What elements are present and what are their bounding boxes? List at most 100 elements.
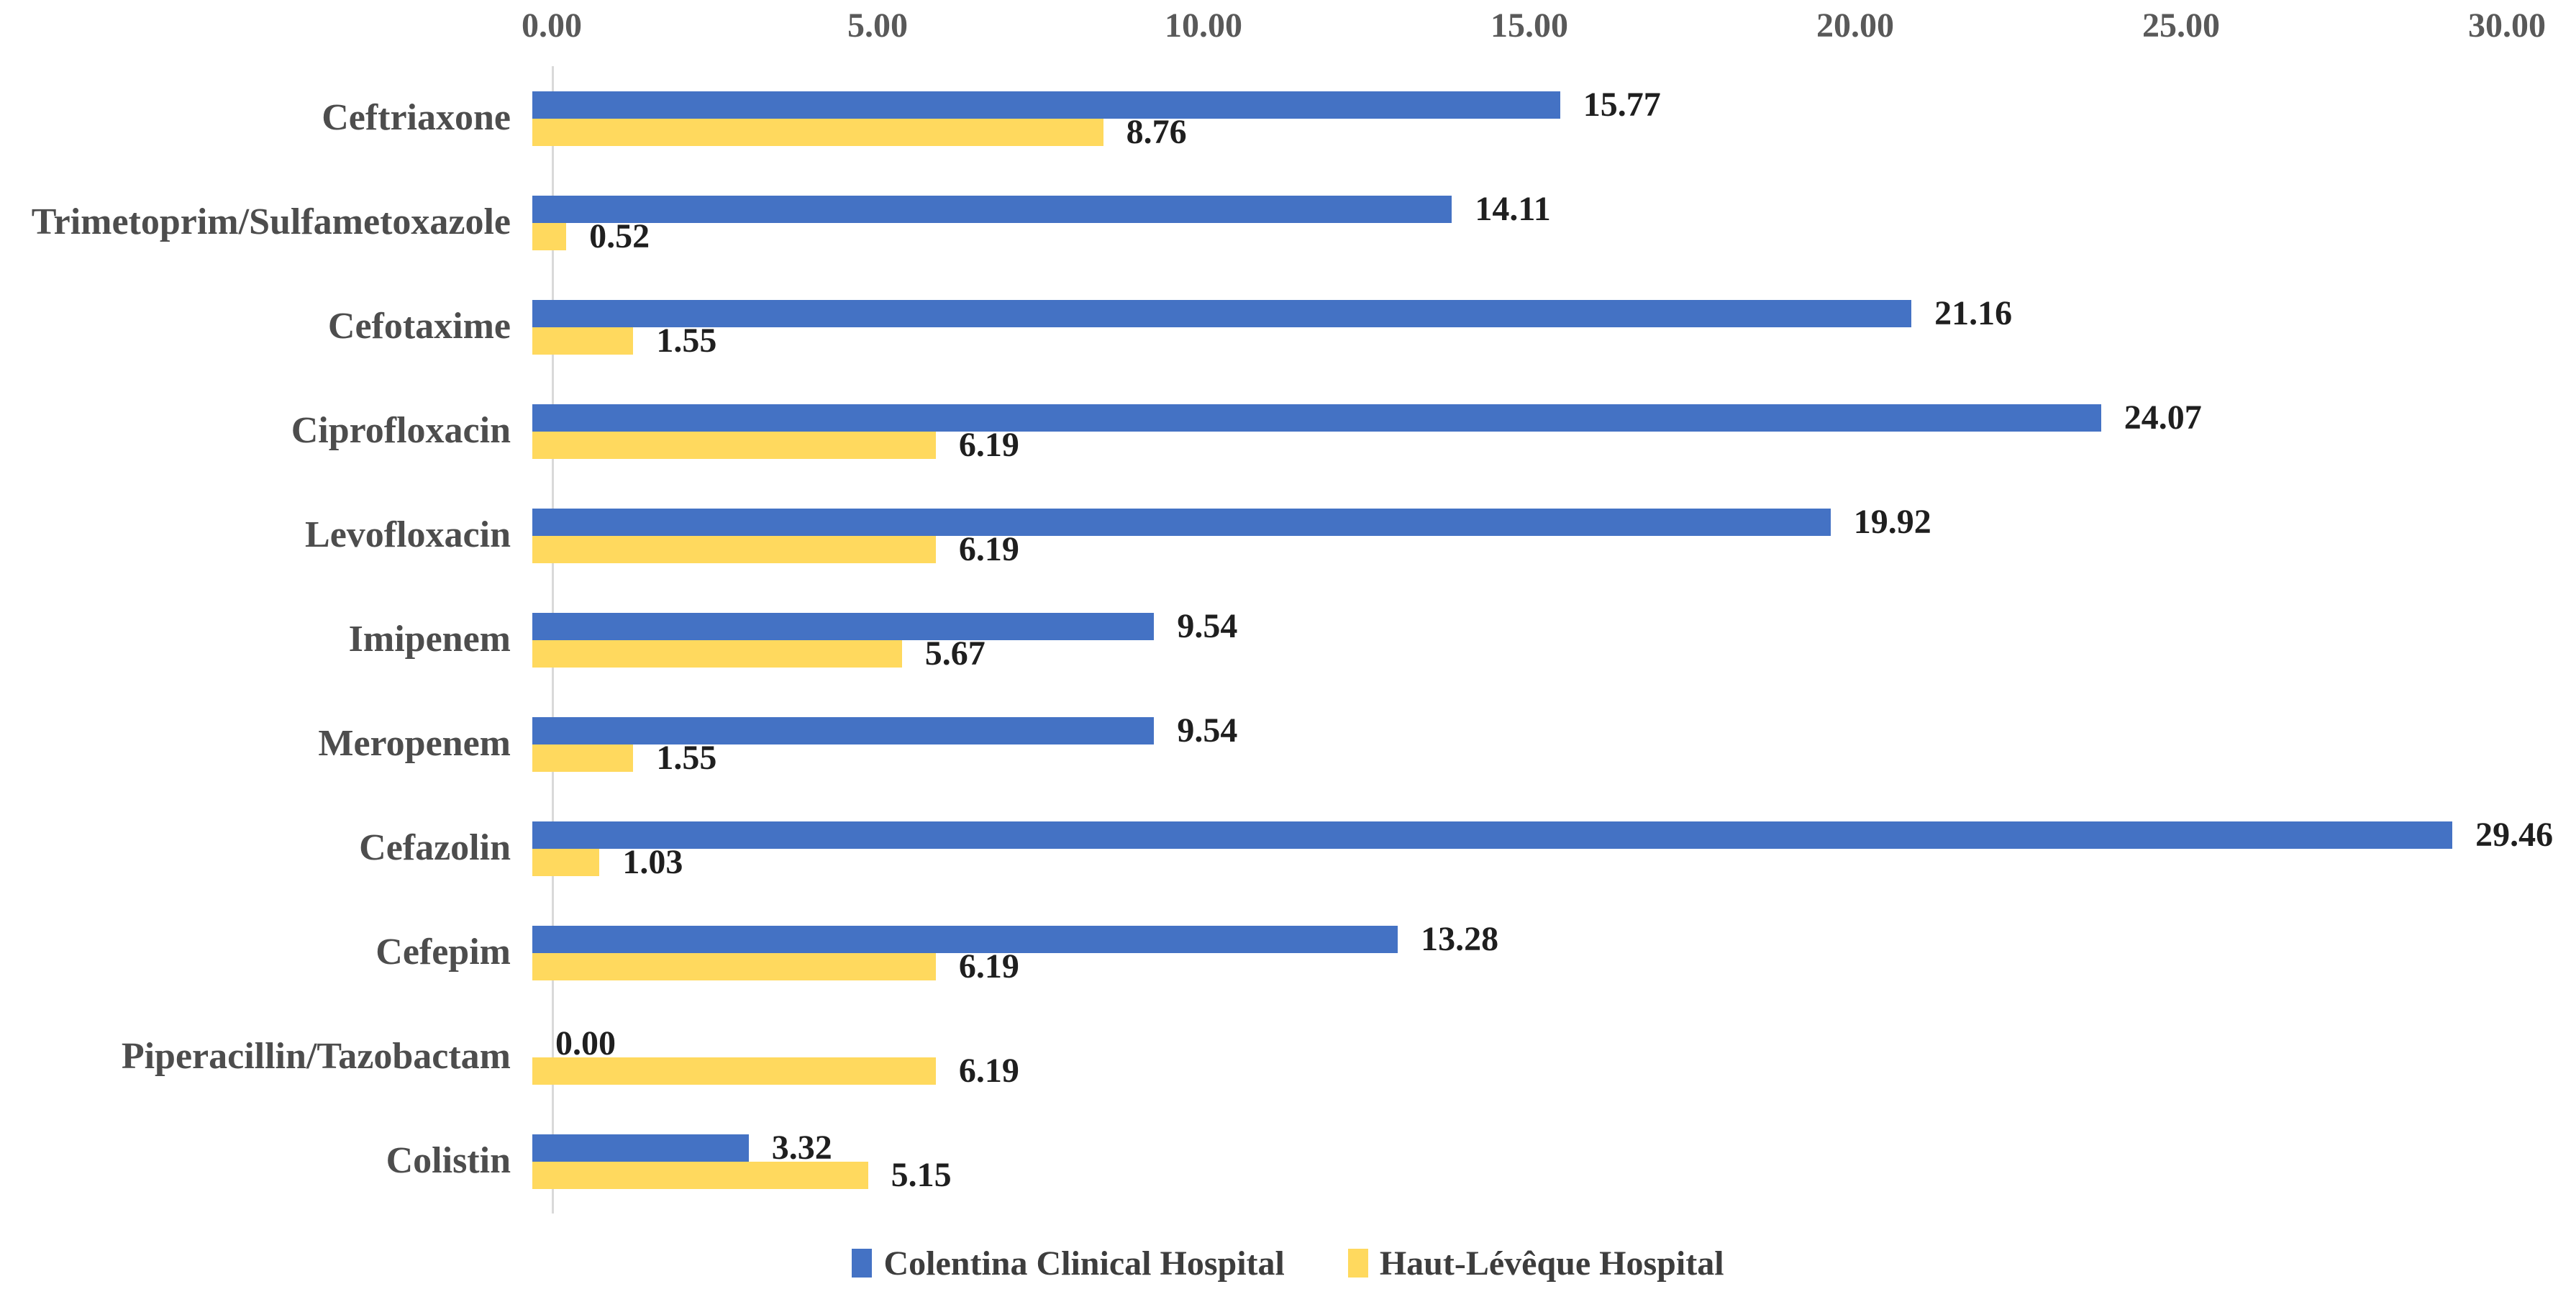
bar-line: 21.16 — [532, 296, 2488, 330]
bar-line: 6.19 — [532, 427, 2488, 462]
bar-colentina-clinical-hospital — [532, 91, 1560, 119]
bar-colentina-clinical-hospital — [532, 925, 1398, 953]
bar-rows: Ceftriaxone 15.77 8.76 Trimetoprim/Sulfamet… — [0, 66, 2576, 1213]
category-bars: 9.54 5.67 — [532, 609, 2488, 673]
bar-line: 15.77 — [532, 85, 2488, 124]
bar-line: 9.54 — [532, 609, 2488, 643]
category-row: Trimetoprim/Sulfametoxazole 14.11 0.52 — [0, 170, 2576, 275]
x-axis-tick-label: 0.00 — [522, 6, 582, 45]
value-label: 8.76 — [1126, 112, 1187, 151]
value-label: 1.55 — [656, 738, 717, 777]
value-label: 5.15 — [891, 1155, 952, 1194]
value-label: 0.00 — [555, 1024, 616, 1062]
bar-line: 9.54 — [532, 713, 2488, 747]
bar-line: 3.32 — [532, 1128, 2488, 1167]
category-row: Cefotaxime 21.16 1.55 — [0, 275, 2576, 379]
category-bars: 21.16 1.55 — [532, 296, 2488, 360]
category-bars: 3.32 5.15 — [532, 1128, 2488, 1192]
value-label: 21.16 — [1934, 293, 2013, 332]
value-label: 9.54 — [1177, 711, 1238, 750]
category-bars: 29.46 1.03 — [532, 817, 2553, 879]
x-axis-tick-label: 15.00 — [1490, 6, 1568, 45]
value-label: 6.19 — [958, 425, 1019, 464]
category-label: Colistin — [386, 1140, 511, 1182]
bar-line: 6.19 — [532, 1051, 2488, 1090]
x-axis-tick-label: 30.00 — [2468, 6, 2546, 45]
bar-line: 0.52 — [532, 219, 2488, 253]
category-label: Ciprofloxacin — [291, 410, 511, 452]
x-axis-tick-label: 25.00 — [2142, 6, 2220, 45]
category-row: Piperacillin/Tazobactam 0.00 6.19 — [0, 1005, 2576, 1109]
category-row: Colistin 3.32 5.15 — [0, 1109, 2576, 1213]
bar-line: 1.03 — [532, 844, 2488, 879]
category-row: Ceftriaxone 15.77 8.76 — [0, 66, 2576, 170]
category-row: Ciprofloxacin 24.07 6.19 — [0, 379, 2576, 483]
category-label: Cefotaxime — [327, 306, 511, 347]
category-row: Cefazolin 29.46 1.03 — [0, 796, 2576, 901]
category-row: Cefepim 13.28 6.19 — [0, 901, 2576, 1005]
value-label: 15.77 — [1583, 85, 1661, 124]
x-axis-tick-label: 5.00 — [847, 6, 908, 45]
bar-line: 29.46 — [532, 817, 2553, 852]
legend-label-haut-leveque: Haut-Lévêque Hospital — [1379, 1244, 1724, 1283]
value-label: 1.55 — [656, 321, 717, 360]
value-label: 6.19 — [958, 947, 1019, 985]
bar-colentina-clinical-hospital — [532, 299, 1912, 327]
bar-colentina-clinical-hospital — [532, 508, 1831, 536]
category-label: Trimetoprim/Sulfametoxazole — [31, 201, 511, 243]
category-bars: 13.28 6.19 — [532, 921, 2488, 983]
bar-line: 6.19 — [532, 949, 2488, 983]
value-label: 14.11 — [1475, 189, 1551, 228]
category-bars: 15.77 8.76 — [532, 85, 2488, 149]
bar-line: 24.07 — [532, 400, 2488, 434]
category-label: Imipenem — [348, 619, 511, 660]
bar-line: 1.55 — [532, 321, 2488, 360]
bar-line: 14.11 — [532, 191, 2488, 226]
bar-haut-l-v-que-hospital — [532, 327, 634, 355]
category-row: Levofloxacin 19.92 6.19 — [0, 483, 2576, 588]
legend-swatch-colentina — [852, 1249, 873, 1278]
category-label: Cefazolin — [359, 827, 511, 869]
bar-line: 1.55 — [532, 738, 2488, 777]
plot-area: Ceftriaxone 15.77 8.76 Trimetoprim/Sulfamet… — [0, 66, 2576, 1213]
value-label: 5.67 — [924, 634, 986, 673]
bar-haut-l-v-que-hospital — [532, 1057, 936, 1085]
category-label: Piperacillin/Tazobactam — [121, 1036, 511, 1078]
category-label: Cefepim — [376, 932, 511, 973]
bar-line: 13.28 — [532, 921, 2488, 956]
legend: Colentina Clinical Hospital Haut-Lévêque… — [0, 1234, 2576, 1292]
category-label: Levofloxacin — [305, 514, 511, 556]
category-row: Meropenem 9.54 1.55 — [0, 692, 2576, 796]
legend-item-haut-leveque: Haut-Lévêque Hospital — [1347, 1244, 1724, 1283]
category-bars: 24.07 6.19 — [532, 400, 2488, 462]
category-label: Meropenem — [318, 723, 511, 765]
bar-haut-l-v-que-hospital — [532, 431, 936, 459]
category-row: Imipenem 9.54 5.67 — [0, 588, 2576, 692]
value-label: 9.54 — [1177, 606, 1238, 645]
bar-line: 0.00 — [532, 1026, 2488, 1060]
category-bars: 19.92 6.19 — [532, 504, 2488, 566]
bar-haut-l-v-que-hospital — [532, 118, 1103, 146]
x-axis: 0.00 5.00 10.00 15.00 20.00 25.00 30.00 — [522, 6, 2546, 52]
bar-line: 5.15 — [532, 1157, 2488, 1192]
bar-haut-l-v-que-hospital — [532, 639, 902, 668]
bar-colentina-clinical-hospital — [532, 404, 2101, 432]
value-label: 3.32 — [771, 1128, 832, 1167]
category-bars: 9.54 1.55 — [532, 713, 2488, 777]
category-bars: 0.00 6.19 — [532, 1026, 2488, 1090]
value-label: 0.52 — [589, 217, 650, 255]
bar-colentina-clinical-hospital — [532, 716, 1155, 744]
bar-line: 5.67 — [532, 634, 2488, 673]
category-label: Ceftriaxone — [322, 97, 511, 139]
legend-swatch-haut-leveque — [1347, 1249, 1368, 1278]
bar-haut-l-v-que-hospital — [532, 952, 936, 980]
value-label: 13.28 — [1421, 919, 1499, 958]
bar-colentina-clinical-hospital — [532, 195, 1452, 223]
bar-line: 8.76 — [532, 114, 2488, 149]
legend-item-colentina: Colentina Clinical Hospital — [852, 1244, 1285, 1283]
bar-haut-l-v-que-hospital — [532, 222, 567, 250]
bar-colentina-clinical-hospital — [532, 821, 2453, 849]
value-label: 19.92 — [1853, 502, 1931, 541]
bar-haut-l-v-que-hospital — [532, 744, 634, 772]
value-label: 6.19 — [958, 1051, 1019, 1090]
